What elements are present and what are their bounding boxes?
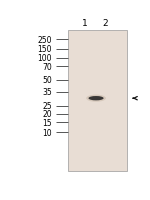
- Text: 50: 50: [42, 76, 52, 85]
- Text: 2: 2: [102, 19, 108, 28]
- Text: 10: 10: [42, 128, 52, 137]
- Text: 250: 250: [37, 36, 52, 45]
- Text: 100: 100: [37, 54, 52, 63]
- Text: 70: 70: [42, 63, 52, 72]
- Ellipse shape: [88, 97, 104, 101]
- Text: 25: 25: [42, 102, 52, 111]
- Text: 35: 35: [42, 88, 52, 97]
- Ellipse shape: [86, 95, 106, 102]
- Bar: [68, 31, 127, 171]
- Text: 1: 1: [82, 19, 87, 28]
- Text: 150: 150: [37, 45, 52, 54]
- Text: 20: 20: [42, 110, 52, 119]
- Text: 15: 15: [42, 118, 52, 127]
